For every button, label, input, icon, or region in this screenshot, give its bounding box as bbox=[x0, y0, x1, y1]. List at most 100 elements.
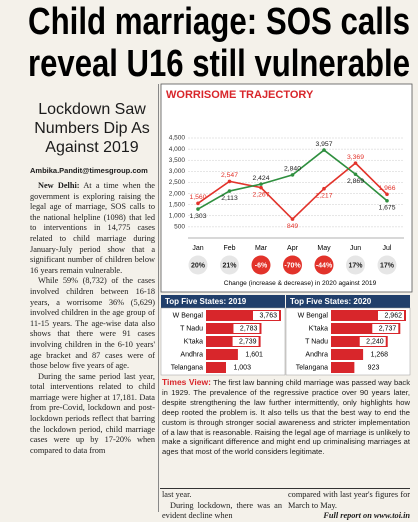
chart-title: WORRISOME TRAJECTORY bbox=[166, 89, 314, 101]
bar bbox=[331, 362, 355, 373]
y-tick-label: 3,000 bbox=[169, 168, 186, 175]
value-box bbox=[238, 350, 265, 359]
y-tick-label: 3,500 bbox=[169, 157, 186, 164]
value-label: 2,783 bbox=[240, 326, 258, 333]
point bbox=[259, 182, 263, 186]
x-tick-label: Jan bbox=[192, 245, 203, 252]
change-label: -44% bbox=[316, 262, 333, 269]
change-marker bbox=[220, 255, 239, 275]
bar bbox=[331, 349, 364, 360]
point bbox=[385, 198, 389, 203]
subhead: Lockdown Saw Numbers Dip As Against 2019 bbox=[34, 101, 150, 156]
row-label: Andhra bbox=[305, 351, 328, 358]
point bbox=[196, 207, 200, 211]
data-label: 2,267 bbox=[252, 191, 269, 198]
column-rule bbox=[158, 84, 159, 512]
value-label: 1,268 bbox=[371, 352, 389, 359]
value-box bbox=[253, 311, 279, 320]
y-tick-label: 1,000 bbox=[169, 212, 186, 219]
point bbox=[385, 192, 389, 197]
change-marker bbox=[251, 255, 271, 275]
point bbox=[322, 186, 326, 191]
headline-line: Child marriage: SOS calls bbox=[28, 1, 410, 43]
change-label: 17% bbox=[380, 262, 395, 269]
data-label: 2,424 bbox=[252, 175, 269, 182]
change-label: 20% bbox=[191, 262, 206, 269]
value-label: 2,737 bbox=[379, 326, 397, 333]
data-label: 849 bbox=[287, 223, 299, 230]
data-label: 1,966 bbox=[378, 185, 395, 192]
table-header bbox=[286, 295, 410, 308]
y-tick-label: 2,000 bbox=[169, 190, 186, 197]
data-label: 3,369 bbox=[347, 154, 364, 161]
y-tick-label: 2,500 bbox=[169, 179, 186, 186]
value-box bbox=[232, 337, 259, 346]
change-caption: Change (increase & decrease) in 2020 aga… bbox=[224, 280, 377, 287]
row-label: K'taka bbox=[184, 338, 203, 345]
change-label: -6% bbox=[255, 262, 268, 269]
paragraph: During the same period last year, total … bbox=[30, 371, 155, 455]
headline: Child marriage: SOS calls reveal U16 sti… bbox=[28, 1, 410, 82]
point bbox=[290, 173, 295, 177]
row-label: T Nadu bbox=[180, 325, 203, 332]
data-label: 1,675 bbox=[378, 205, 395, 212]
dateline: New Delhi: bbox=[38, 181, 80, 190]
change-marker bbox=[188, 255, 208, 275]
table-title: Top Five States: 2019 bbox=[165, 297, 247, 306]
body-text: New Delhi: At a time when the government… bbox=[30, 181, 155, 487]
line: During lockdown, there was an evident de… bbox=[162, 500, 282, 521]
bar bbox=[331, 323, 401, 334]
data-label: 2,840 bbox=[284, 166, 301, 173]
change-marker bbox=[346, 255, 365, 275]
line: Full report on www.toi.in bbox=[323, 511, 410, 521]
value-label: 1,601 bbox=[245, 352, 263, 359]
continuation-col: compared with last year's figures for Ma… bbox=[288, 490, 410, 522]
value-label: 2,240 bbox=[366, 339, 384, 346]
change-marker bbox=[377, 255, 397, 275]
row-label: Andhra bbox=[180, 351, 203, 358]
times-view-label: Times View: bbox=[162, 377, 211, 387]
change-label: 21% bbox=[222, 262, 237, 269]
data-label: 1,303 bbox=[189, 213, 206, 220]
paragraph: New Delhi: At a time when the government… bbox=[30, 181, 155, 276]
y-tick-label: 500 bbox=[174, 224, 185, 231]
point bbox=[196, 201, 200, 206]
table-title: Top Five States: 2020 bbox=[290, 297, 372, 306]
bar bbox=[206, 362, 226, 373]
row-label: Telangana bbox=[296, 364, 328, 371]
x-tick-label: Mar bbox=[255, 245, 268, 252]
point bbox=[353, 172, 358, 177]
paragraph-text: At a time when the government is explori… bbox=[30, 181, 155, 275]
data-label: 2,113 bbox=[221, 195, 238, 202]
x-tick-label: May bbox=[317, 245, 331, 252]
value-box bbox=[372, 324, 399, 333]
point bbox=[353, 161, 358, 165]
value-label: 2,739 bbox=[239, 339, 257, 346]
point bbox=[259, 185, 263, 190]
value-box bbox=[364, 350, 391, 359]
value-label: 1,003 bbox=[233, 365, 251, 372]
data-label: 2,217 bbox=[315, 193, 332, 200]
chart-panel: WORRISOME TRAJECTORY 500 1,000 1,500 2,000 2… bbox=[160, 83, 413, 376]
data-label: 1,560 bbox=[189, 194, 206, 201]
paragraph: While 59% (8,732) of the cases involved … bbox=[30, 276, 155, 371]
row-label: T Nadu bbox=[305, 338, 328, 345]
change-label: 17% bbox=[348, 262, 363, 269]
bar bbox=[206, 349, 238, 360]
bar bbox=[206, 310, 281, 321]
x-tick-label: Apr bbox=[287, 245, 299, 252]
change-label: -70% bbox=[284, 262, 301, 269]
point bbox=[227, 189, 232, 193]
times-view-text: The first law banning child marriage was… bbox=[162, 378, 411, 457]
value-label: 2,962 bbox=[384, 313, 402, 320]
row-label: K'taka bbox=[309, 325, 328, 332]
point bbox=[290, 217, 295, 221]
bar bbox=[331, 336, 388, 347]
data-label: 2,869 bbox=[347, 178, 364, 185]
value-box bbox=[226, 363, 253, 372]
data-label: 3,957 bbox=[315, 141, 332, 148]
rule bbox=[160, 488, 410, 489]
value-box bbox=[359, 337, 386, 346]
headline-line: reveal U16 still vulnerable bbox=[28, 43, 410, 82]
line: compared with last year's figures for Ma… bbox=[288, 490, 410, 510]
